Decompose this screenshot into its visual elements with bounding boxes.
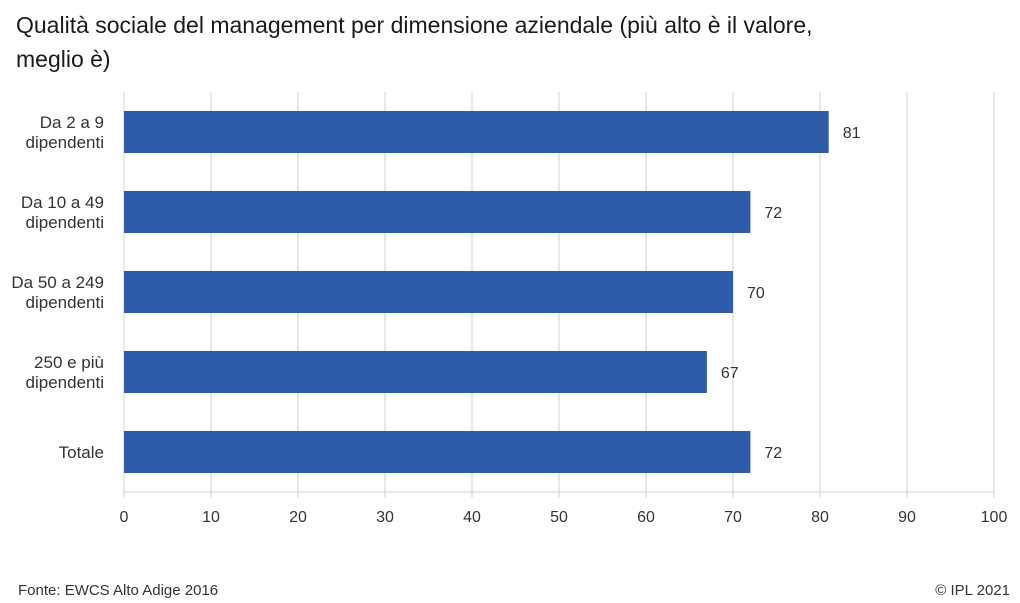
x-tick-label: 50 — [550, 509, 568, 526]
category-labels: Da 2 a 9 dipendenti Da 10 a 49 dipendenti Da… — [11, 113, 104, 462]
data-label: 70 — [747, 285, 765, 302]
source-note: Fonte: EWCS Alto Adige 2016 — [18, 582, 219, 599]
bar — [124, 271, 733, 313]
x-tick-label: 10 — [202, 509, 220, 526]
data-label: 81 — [843, 125, 861, 142]
bar — [124, 431, 751, 473]
category-label: 250 e più dipendenti — [26, 353, 104, 392]
bar-chart: Da 2 a 9 dipendenti Da 10 a 49 dipendenti Da… — [11, 92, 1008, 526]
category-label: Da 2 a 9 dipendenti — [26, 113, 104, 152]
x-tick-label: 20 — [289, 509, 307, 526]
category-label: Da 10 a 49 dipendenti — [21, 193, 104, 232]
category-label: Totale — [59, 443, 104, 462]
category-label: Da 50 a 249 dipendenti — [11, 273, 104, 312]
x-tick-label: 30 — [376, 509, 394, 526]
data-label: 72 — [764, 445, 782, 462]
data-label: 72 — [764, 205, 782, 222]
bar — [124, 351, 707, 393]
bar — [124, 111, 829, 153]
x-tick-label: 90 — [898, 509, 916, 526]
chart-title: Qualità sociale del management per dimen… — [16, 12, 813, 72]
x-tick-label: 60 — [637, 509, 655, 526]
x-tick-label: 70 — [724, 509, 742, 526]
x-tick-label: 80 — [811, 509, 829, 526]
data-labels: 81 72 70 67 72 — [721, 125, 861, 462]
copyright-note: © IPL 2021 — [935, 582, 1010, 599]
bar — [124, 191, 751, 233]
x-tick-label: 40 — [463, 509, 481, 526]
x-axis-ticks: 0 10 20 30 40 50 60 70 80 90 100 — [120, 509, 1008, 526]
data-label: 67 — [721, 365, 739, 382]
x-tick-label: 100 — [981, 509, 1008, 526]
x-tick-label: 0 — [120, 509, 129, 526]
bars — [124, 111, 829, 473]
